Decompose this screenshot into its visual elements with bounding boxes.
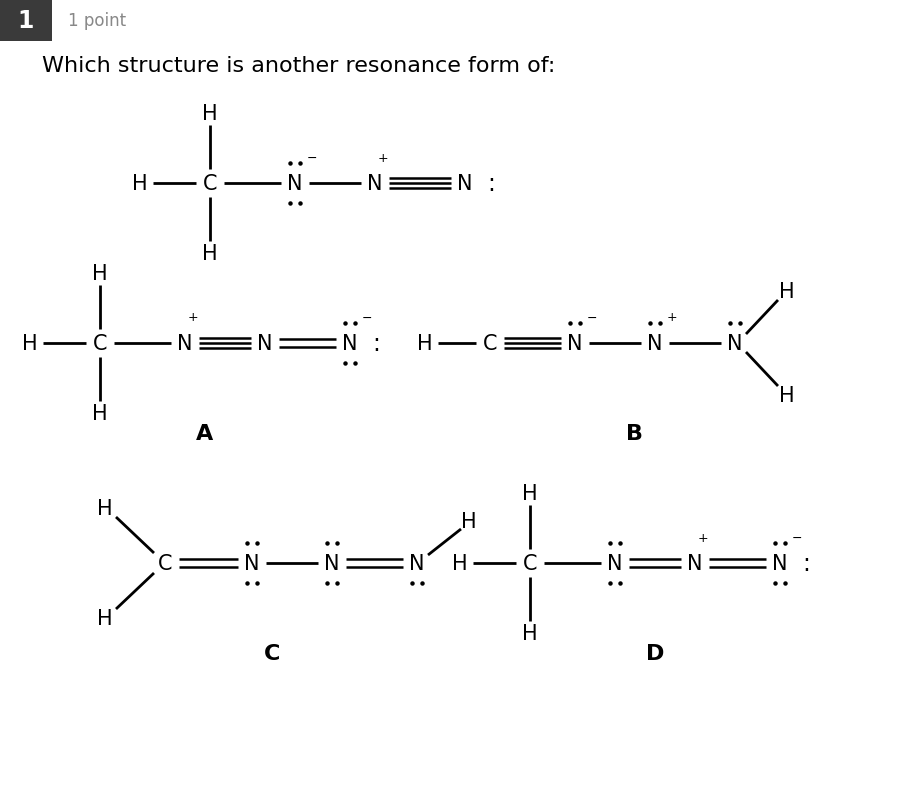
Text: H: H	[779, 282, 795, 302]
Text: N: N	[647, 333, 663, 353]
Text: C: C	[483, 333, 497, 353]
Text: N: N	[368, 173, 383, 194]
Text: H: H	[132, 173, 148, 194]
Text: H: H	[523, 623, 538, 643]
Text: C: C	[158, 553, 172, 573]
Text: −: −	[792, 531, 802, 544]
Text: B: B	[626, 423, 643, 443]
Text: H: H	[202, 104, 218, 124]
Text: N: N	[568, 333, 583, 353]
Text: N: N	[772, 553, 787, 573]
Text: −: −	[306, 151, 317, 165]
Text: N: N	[727, 333, 742, 353]
Text: C: C	[264, 643, 280, 663]
Text: H: H	[97, 499, 113, 519]
Text: :: :	[487, 172, 495, 196]
Text: H: H	[92, 403, 108, 423]
Text: +: +	[187, 311, 198, 324]
Text: A: A	[196, 423, 214, 443]
Text: N: N	[177, 333, 193, 353]
Text: C: C	[93, 333, 107, 353]
Text: :: :	[802, 552, 810, 575]
Text: +: +	[697, 531, 708, 544]
Text: N: N	[244, 553, 259, 573]
Text: N: N	[409, 553, 424, 573]
Text: H: H	[417, 333, 432, 353]
Text: −: −	[361, 311, 372, 324]
Text: H: H	[461, 512, 477, 532]
Text: N: N	[687, 553, 703, 573]
Text: N: N	[342, 333, 358, 353]
Text: H: H	[97, 608, 113, 628]
Text: Which structure is another resonance form of:: Which structure is another resonance for…	[42, 56, 555, 76]
Text: H: H	[92, 263, 108, 283]
Text: C: C	[203, 173, 217, 194]
Text: N: N	[457, 173, 473, 194]
Text: N: N	[324, 553, 340, 573]
Text: :: :	[372, 332, 380, 356]
Text: H: H	[202, 243, 218, 263]
Text: H: H	[523, 483, 538, 503]
Text: N: N	[258, 333, 273, 353]
Text: H: H	[452, 553, 468, 573]
Text: +: +	[378, 151, 388, 165]
Text: H: H	[779, 385, 795, 406]
Text: N: N	[607, 553, 623, 573]
Text: +: +	[667, 311, 678, 324]
Text: D: D	[646, 643, 664, 663]
Text: H: H	[23, 333, 38, 353]
Text: −: −	[587, 311, 597, 324]
FancyBboxPatch shape	[0, 0, 52, 42]
Text: 1: 1	[18, 9, 34, 33]
Text: N: N	[287, 173, 303, 194]
Text: C: C	[523, 553, 537, 573]
Text: 1 point: 1 point	[68, 12, 126, 30]
